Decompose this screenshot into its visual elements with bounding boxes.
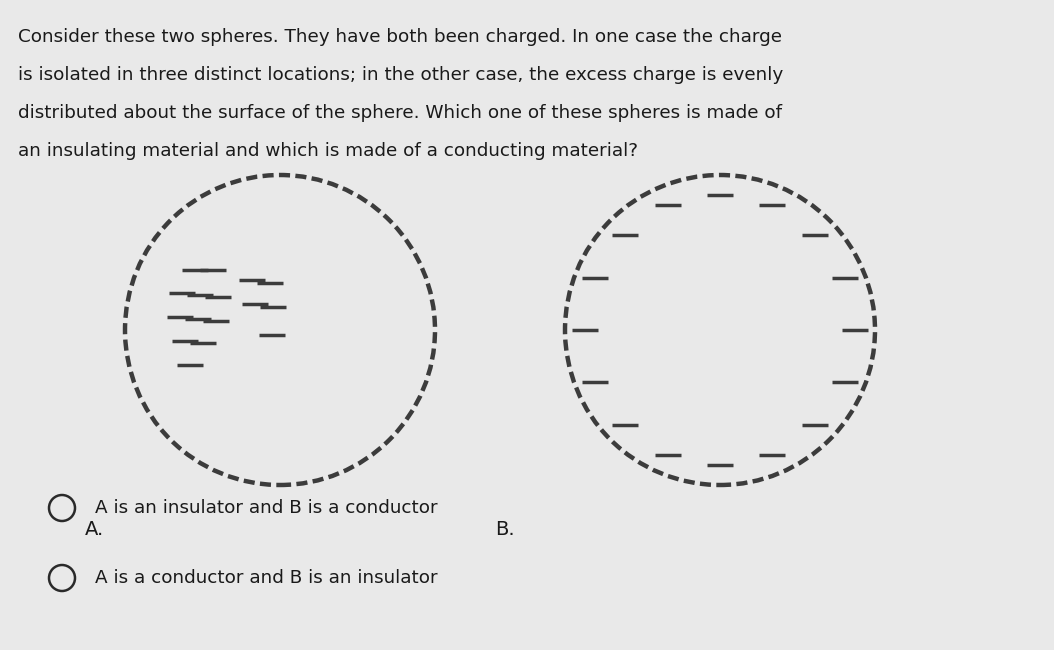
Text: is isolated in three distinct locations; in the other case, the excess charge is: is isolated in three distinct locations;… bbox=[18, 66, 783, 84]
Text: B.: B. bbox=[495, 520, 514, 539]
Text: Consider these two spheres. They have both been charged. In one case the charge: Consider these two spheres. They have bo… bbox=[18, 28, 782, 46]
Text: an insulating material and which is made of a conducting material?: an insulating material and which is made… bbox=[18, 142, 638, 160]
Text: distributed about the surface of the sphere. Which one of these spheres is made : distributed about the surface of the sph… bbox=[18, 104, 782, 122]
Text: A.: A. bbox=[85, 520, 104, 539]
Text: A is a conductor and B is an insulator: A is a conductor and B is an insulator bbox=[95, 569, 437, 587]
Text: A is an insulator and B is a conductor: A is an insulator and B is a conductor bbox=[95, 499, 437, 517]
